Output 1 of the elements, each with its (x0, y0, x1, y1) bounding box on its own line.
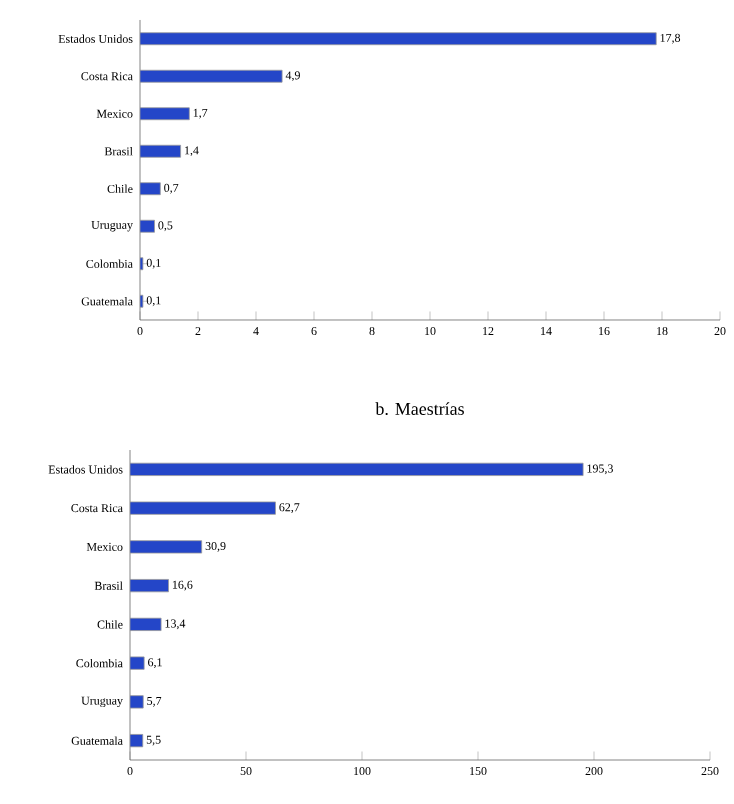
chart-title: b. Maestrías (375, 402, 464, 415)
